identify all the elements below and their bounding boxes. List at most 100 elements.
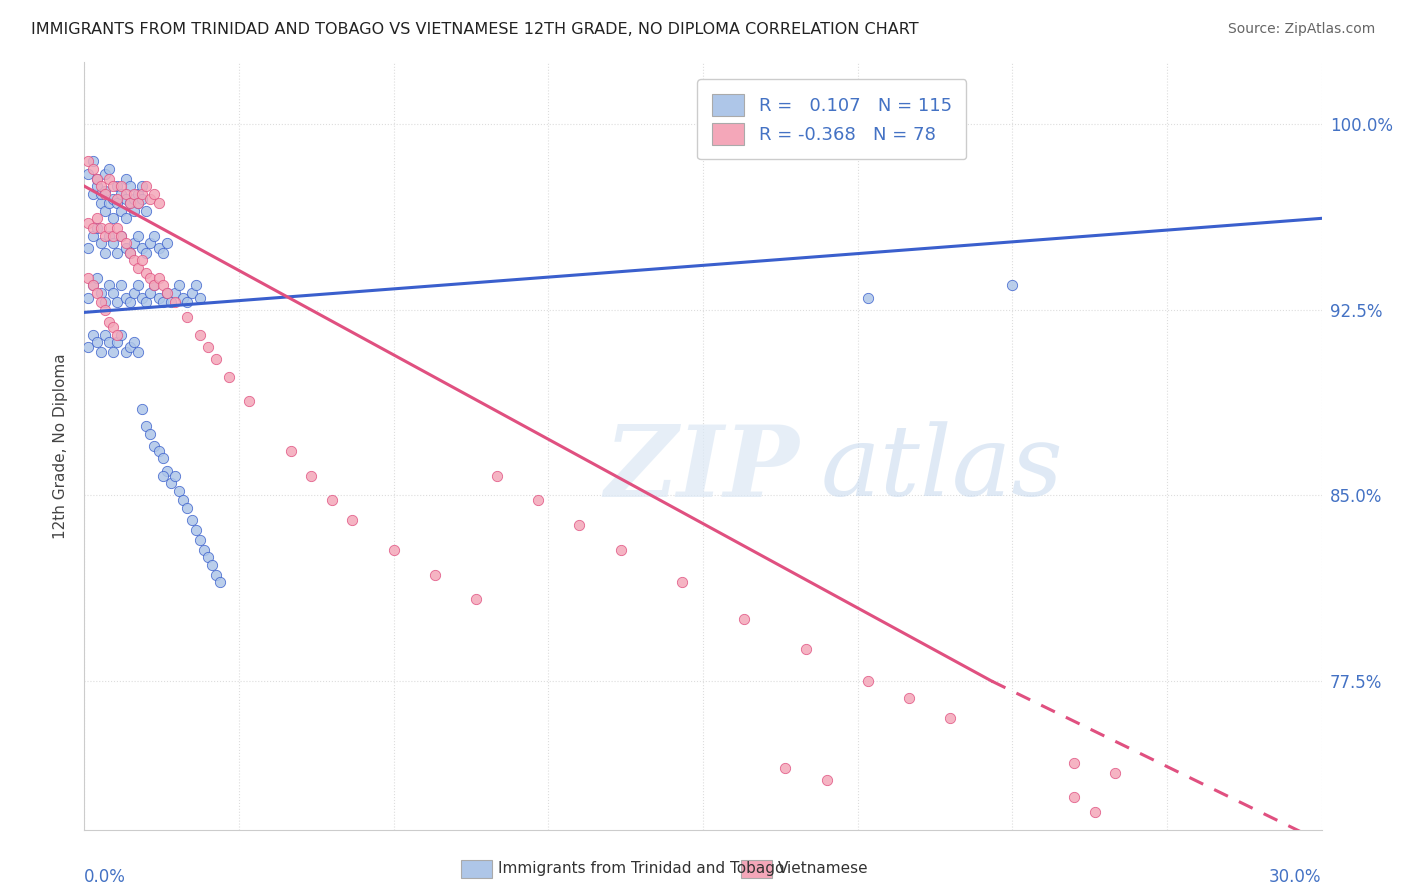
Point <box>188 533 211 547</box>
Point <box>82 278 104 293</box>
Point <box>172 291 194 305</box>
Point <box>139 270 162 285</box>
Point <box>609 543 631 558</box>
Text: IMMIGRANTS FROM TRINIDAD AND TOBAGO VS VIETNAMESE 12TH GRADE, NO DIPLOMA CORRELA: IMMIGRANTS FROM TRINIDAD AND TOBAGO VS V… <box>31 22 918 37</box>
Point <box>122 334 145 349</box>
Point <box>118 196 141 211</box>
Point <box>131 186 153 201</box>
Point <box>86 211 108 226</box>
Point <box>122 285 145 300</box>
Point <box>180 285 202 300</box>
Point <box>98 171 121 186</box>
Point <box>103 236 125 251</box>
Point <box>110 228 132 243</box>
Point <box>90 295 112 310</box>
Point <box>127 196 149 211</box>
Point <box>856 291 879 305</box>
Point <box>114 345 136 359</box>
Point <box>152 246 174 260</box>
Point <box>77 154 100 169</box>
Point <box>118 246 141 260</box>
Point <box>299 468 322 483</box>
Point <box>98 161 121 176</box>
Point <box>90 236 112 251</box>
Point <box>82 161 104 176</box>
Point <box>94 327 117 342</box>
Text: Source: ZipAtlas.com: Source: ZipAtlas.com <box>1227 22 1375 37</box>
Point <box>156 285 179 300</box>
Point <box>110 186 132 201</box>
Point <box>94 295 117 310</box>
Point <box>94 203 117 218</box>
Point <box>98 334 121 349</box>
Text: 30.0%: 30.0% <box>1270 869 1322 887</box>
Point <box>94 184 117 198</box>
Point <box>188 327 211 342</box>
Point <box>118 295 141 310</box>
Point <box>176 500 198 515</box>
Point <box>160 476 183 491</box>
Point <box>90 285 112 300</box>
Text: ZIP: ZIP <box>605 421 799 517</box>
Point <box>77 291 100 305</box>
Point <box>127 196 149 211</box>
Point <box>114 171 136 186</box>
Point <box>114 211 136 226</box>
Point <box>148 196 170 211</box>
Point <box>103 211 125 226</box>
Point <box>156 236 179 251</box>
Text: 0.0%: 0.0% <box>84 869 127 887</box>
Point <box>114 186 136 201</box>
Point <box>1084 805 1107 820</box>
Point <box>110 278 132 293</box>
Point <box>143 228 166 243</box>
Point <box>1063 790 1085 805</box>
Point <box>118 196 141 211</box>
Point <box>131 291 153 305</box>
Point <box>135 295 157 310</box>
Point <box>176 310 198 325</box>
Point <box>110 327 132 342</box>
Point <box>139 285 162 300</box>
Point <box>856 674 879 689</box>
Point <box>90 345 112 359</box>
Point <box>485 468 508 483</box>
Point <box>114 291 136 305</box>
Point <box>90 196 112 211</box>
Point <box>82 228 104 243</box>
Point <box>131 253 153 268</box>
Point <box>165 285 187 300</box>
Point <box>127 260 149 275</box>
Point <box>122 192 145 206</box>
Point <box>105 221 128 235</box>
Point <box>156 285 179 300</box>
Point <box>86 221 108 235</box>
Point <box>105 334 128 349</box>
Point <box>105 196 128 211</box>
Point <box>118 340 141 354</box>
Point <box>103 285 125 300</box>
Point <box>733 612 755 626</box>
Point <box>94 228 117 243</box>
Point <box>131 192 153 206</box>
Point <box>135 419 157 434</box>
Point <box>1001 278 1024 293</box>
Point <box>103 192 125 206</box>
Point <box>98 315 121 329</box>
Point <box>105 192 128 206</box>
Point <box>568 518 591 533</box>
Point <box>105 246 128 260</box>
Point <box>1063 756 1085 770</box>
Point <box>110 179 132 194</box>
Point <box>423 567 446 582</box>
Point <box>152 468 174 483</box>
Point <box>103 179 125 194</box>
Point <box>152 278 174 293</box>
Point <box>103 228 125 243</box>
Point <box>135 179 157 194</box>
Point <box>160 295 183 310</box>
Point <box>122 203 145 218</box>
Point <box>775 761 797 775</box>
Point <box>90 186 112 201</box>
Point <box>103 320 125 334</box>
